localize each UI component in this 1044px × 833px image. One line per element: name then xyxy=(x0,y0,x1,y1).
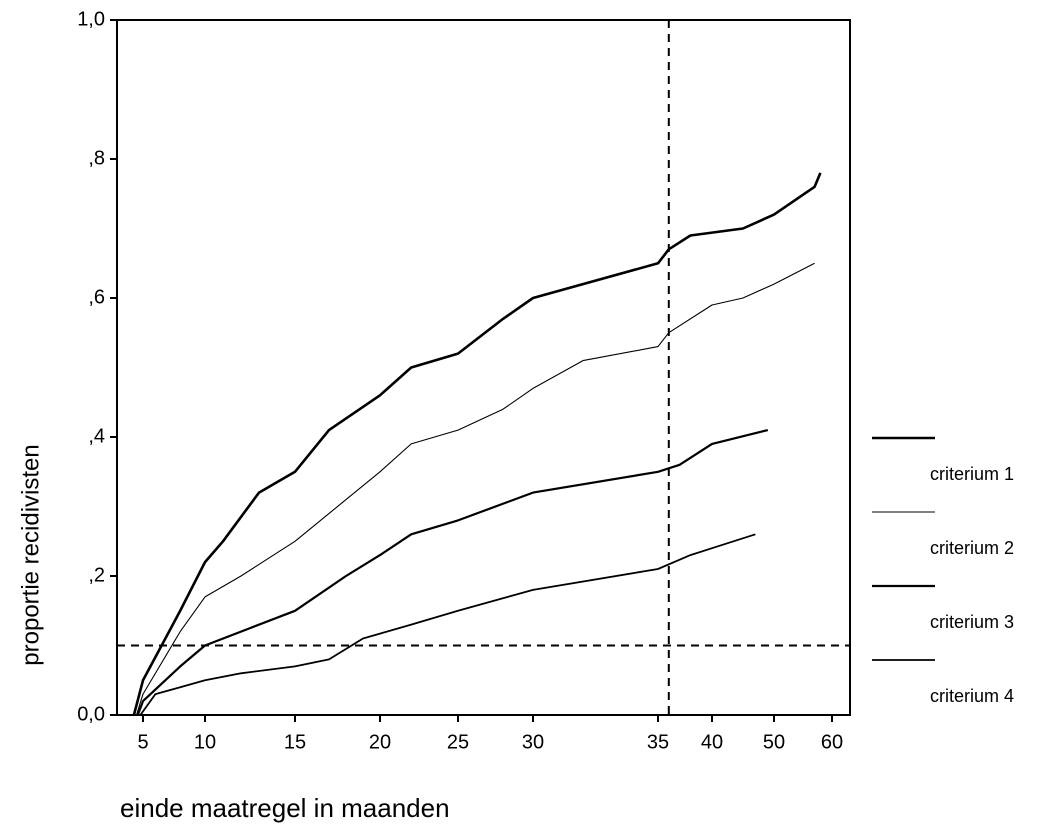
legend-label: criterium 3 xyxy=(930,612,1014,632)
y-tick-label: ,8 xyxy=(88,147,105,169)
x-tick-label: 40 xyxy=(701,731,723,753)
y-tick-label: ,4 xyxy=(88,425,105,447)
y-tick-label: 0,0 xyxy=(77,703,105,725)
x-tick-label: 50 xyxy=(763,731,785,753)
x-tick-label: 60 xyxy=(821,731,843,753)
y-axis-label: proportie recidivisten xyxy=(17,444,44,665)
series-line xyxy=(136,429,769,716)
x-tick-label: 25 xyxy=(447,731,469,753)
legend-label: criterium 2 xyxy=(930,538,1014,558)
x-tick-label: 10 xyxy=(194,731,216,753)
y-tick-label: ,2 xyxy=(88,564,105,586)
series-line xyxy=(135,262,815,716)
x-tick-label: 20 xyxy=(369,731,391,753)
x-tick-label: 15 xyxy=(284,731,306,753)
plot-frame xyxy=(116,19,851,716)
y-tick-label: ,6 xyxy=(88,286,105,308)
x-axis-label: einde maatregel in maanden xyxy=(120,793,450,823)
x-tick-label: 5 xyxy=(137,731,148,753)
legend-label: criterium 1 xyxy=(930,464,1014,484)
x-tick-label: 35 xyxy=(647,731,669,753)
x-tick-label: 30 xyxy=(522,731,544,753)
legend-label: criterium 4 xyxy=(930,686,1014,706)
y-tick-label: 1,0 xyxy=(77,8,105,30)
series-line xyxy=(139,533,756,716)
series-line xyxy=(132,172,822,716)
